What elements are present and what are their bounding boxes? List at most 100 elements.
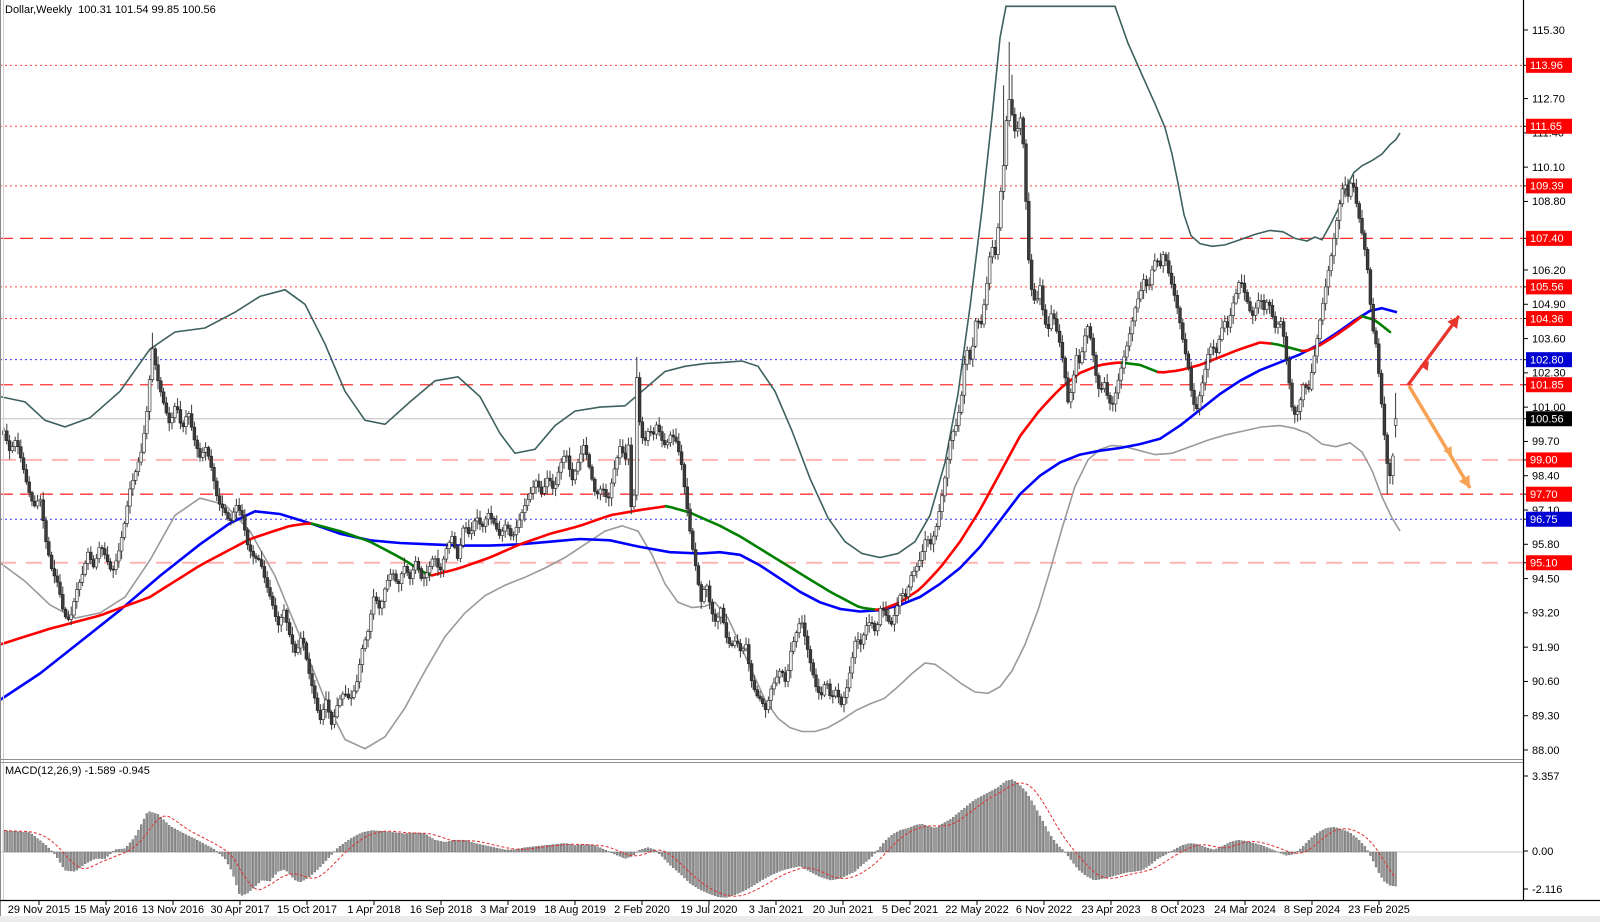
ma-fast	[0, 314, 1392, 646]
date-label: 23 Feb 2025	[1348, 904, 1410, 916]
price-tick-label: 89.30	[1532, 711, 1560, 723]
date-label: 13 Nov 2016	[142, 904, 204, 916]
date-label: 16 Sep 2018	[410, 904, 472, 916]
macd-histogram	[2, 779, 1397, 898]
price-level-label-111.65	[1526, 118, 1572, 134]
price-level-label-text: 96.75	[1530, 514, 1558, 526]
price-level-label-text: 107.40	[1530, 233, 1564, 245]
price-level-label-100.56	[1526, 411, 1572, 427]
price-level-label-text: 104.36	[1530, 313, 1564, 325]
price-tick-label: 90.60	[1532, 676, 1560, 688]
date-label: 15 Oct 2017	[277, 904, 337, 916]
price-level-label-104.36	[1526, 311, 1572, 327]
time-axis[interactable]: 29 Nov 2015 15 May 2016 13 Nov 2016 30 Apr …	[8, 900, 1410, 916]
price-tick-label: 112.70	[1532, 93, 1565, 105]
price-tick-label: 115.30	[1532, 25, 1565, 37]
ma-fast-line-rising	[430, 504, 668, 577]
date-label: 29 Nov 2015	[8, 904, 70, 916]
price-level-label-99.00	[1526, 452, 1572, 468]
price-level-label-97.70	[1526, 486, 1572, 502]
price-level-label-text: 99.00	[1530, 455, 1558, 467]
price-tick-label: 91.90	[1532, 642, 1560, 654]
date-label: 18 Aug 2019	[544, 904, 606, 916]
price-tick-label: 102.30	[1532, 368, 1566, 380]
date-label: 5 Dec 2021	[882, 904, 938, 916]
ma-fast-line-rising	[874, 361, 1124, 612]
date-label: 19 Jul 2020	[681, 904, 738, 916]
date-label: 30 Apr 2017	[210, 904, 269, 916]
price-level-label-text: 105.56	[1530, 282, 1564, 294]
bollinger-upper-line	[0, 5, 1401, 559]
price-tick-label: 94.50	[1532, 573, 1560, 585]
macd-scale-label: 0.00	[1532, 846, 1553, 858]
chart-title: Dollar,Weekly 100.31 101.54 99.85 100.56	[5, 4, 216, 16]
ma-fast-line-falling	[310, 522, 434, 577]
date-label: 20 Jun 2021	[813, 904, 874, 916]
forecast-arrow-up[interactable]	[1406, 315, 1461, 386]
price-level-label-95.10	[1526, 555, 1572, 571]
ma-fast-line-rising	[0, 522, 314, 646]
price-tick-label: 98.40	[1532, 471, 1560, 483]
price-level-label-text: 100.56	[1530, 414, 1564, 426]
price-level-label-96.75	[1526, 511, 1572, 527]
ma-slow	[0, 306, 1398, 701]
price-level-label-105.56	[1526, 279, 1572, 295]
date-label: 6 Nov 2022	[1016, 904, 1072, 916]
price-axis[interactable]: 115.30112.70111.40110.10108.80106.20104.…	[1523, 25, 1572, 757]
price-level-label-text: 95.10	[1530, 558, 1558, 570]
date-label: 8 Oct 2023	[1151, 904, 1205, 916]
bollinger-lower-line	[0, 424, 1401, 750]
price-tick-label: 103.60	[1532, 333, 1566, 345]
forecast-arrow-up-shaft[interactable]	[1406, 315, 1461, 386]
forecast-arrow-down-shaft[interactable]	[1407, 385, 1472, 489]
ma-fast-line-falling	[1360, 314, 1392, 334]
ma-fast-line-falling	[664, 504, 878, 612]
ma-fast-line-rising	[1156, 341, 1274, 374]
support-resistance-levels[interactable]	[0, 64, 1523, 564]
price-tick-label: 93.20	[1532, 608, 1560, 620]
price-tick-label: 88.00	[1532, 745, 1560, 757]
price-level-label-text: 111.65	[1530, 121, 1562, 133]
date-label: 3 Jan 2021	[749, 904, 803, 916]
date-label: 22 May 2022	[945, 904, 1009, 916]
forecast-arrow-down[interactable]	[1407, 385, 1472, 489]
price-tick-label: 95.80	[1532, 539, 1560, 551]
macd-signal-line	[3, 782, 1396, 897]
price-level-label-text: 113.96	[1530, 60, 1563, 72]
price-tick-label: 106.20	[1532, 265, 1566, 277]
macd-scale-label: -2.116	[1532, 884, 1562, 896]
price-level-label-text: 97.70	[1530, 489, 1558, 501]
price-level-label-109.39	[1526, 178, 1572, 194]
date-label: 24 Mar 2024	[1214, 904, 1276, 916]
candles[interactable]	[2, 41, 1398, 730]
bollinger-lower	[0, 424, 1401, 750]
ma-fast-line-falling	[1120, 361, 1160, 374]
price-level-label-101.85	[1526, 377, 1572, 393]
date-label: 1 Apr 2018	[347, 904, 400, 916]
ma-slow-line	[0, 306, 1398, 701]
price-level-label-text: 101.85	[1530, 380, 1564, 392]
date-label: 3 Mar 2019	[480, 904, 536, 916]
date-label: 8 Sep 2024	[1284, 904, 1340, 916]
macd-scale-label: 3.357	[1532, 771, 1560, 783]
date-label: 23 Apr 2023	[1081, 904, 1140, 916]
bull-candles	[2, 99, 1398, 725]
bear-candles	[5, 99, 1392, 725]
price-level-label-text: 109.39	[1530, 181, 1564, 193]
price-tick-label: 101.00	[1532, 402, 1566, 414]
bottom-strip	[0, 916, 1600, 922]
price-tick-label: 99.70	[1532, 436, 1560, 448]
ma-fast-line-rising	[1300, 314, 1364, 353]
price-level-label-text: 102.80	[1530, 354, 1564, 366]
macd-axis: 3.357 0.00 -2.116	[1523, 771, 1562, 896]
price-tick-label: 110.10	[1532, 162, 1565, 174]
macd-indicator-label: MACD(12,26,9) -1.589 -0.945	[5, 765, 150, 777]
macd-pane[interactable]	[0, 779, 1523, 898]
price-level-label-113.96	[1526, 57, 1572, 73]
candle-wicks	[3, 41, 1397, 730]
price-level-label-107.40	[1526, 230, 1572, 246]
price-level-label-102.80	[1526, 352, 1572, 368]
